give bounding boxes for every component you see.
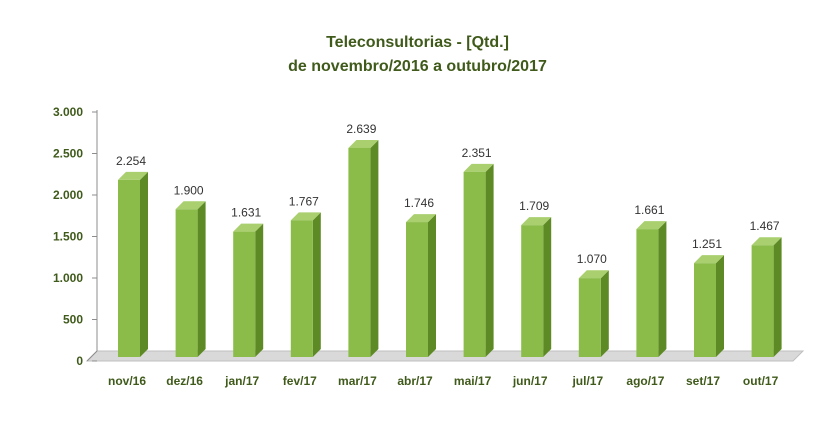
- y-tick-label: 1.500: [53, 230, 83, 244]
- x-tick-label: jul/17: [571, 374, 603, 388]
- data-label: 1.900: [174, 183, 204, 197]
- bar-top: [348, 139, 379, 148]
- x-tick-label: abr/17: [397, 374, 433, 388]
- bar-side: [370, 139, 379, 357]
- bar-side: [312, 212, 321, 357]
- bar: [578, 278, 601, 357]
- bar-top: [290, 212, 321, 221]
- y-tick-label: 0: [76, 354, 83, 368]
- bar: [751, 245, 774, 357]
- data-label: 1.467: [750, 219, 780, 233]
- data-label: 2.639: [346, 122, 376, 136]
- bar-top: [175, 201, 206, 210]
- x-tick-label: jun/17: [512, 374, 548, 388]
- data-label: 1.767: [289, 194, 319, 208]
- data-label: 1.709: [519, 199, 549, 213]
- bar: [348, 147, 371, 357]
- bar-side: [428, 214, 436, 357]
- bar: [521, 225, 544, 357]
- x-tick-label: mai/17: [454, 374, 492, 388]
- labels: 2.254 nov/16 1.900 dez/16 1.631 jan/17 1.767 fe…: [108, 122, 780, 388]
- data-label: 1.631: [231, 206, 261, 220]
- bar-top: [233, 223, 264, 232]
- bar: [463, 171, 486, 357]
- x-tick-label: fev/17: [283, 374, 317, 388]
- y-tick-label: 1.000: [53, 271, 83, 285]
- x-tick-label: set/17: [686, 374, 720, 388]
- y-axis-base-line: [86, 350, 98, 362]
- data-label: 1.070: [577, 252, 607, 266]
- bar-side: [543, 217, 552, 357]
- chart-title-line-1: Teleconsultorias - [Qtd.]: [326, 34, 509, 51]
- y-tick-label: 500: [63, 313, 83, 327]
- bar-side: [658, 221, 667, 357]
- data-label: 2.351: [462, 146, 492, 160]
- y-axis: 0 500 1.000 1.500 2.000 2.500 3.000: [53, 105, 98, 368]
- bar: [233, 231, 256, 357]
- x-tick-label: ago/17: [626, 374, 664, 388]
- bar-side: [773, 237, 782, 357]
- x-tick-label: out/17: [743, 374, 779, 388]
- x-tick-label: dez/16: [166, 374, 203, 388]
- bar-top: [636, 221, 667, 230]
- bar-top: [406, 214, 436, 223]
- chart-title-line-2: de novembro/2016 a outubro/2017: [288, 58, 547, 75]
- bar: [406, 222, 428, 357]
- bar-side: [485, 163, 494, 357]
- bar-top: [694, 255, 724, 264]
- y-tick-label: 2.500: [53, 147, 83, 161]
- x-tick-label: mar/17: [338, 374, 377, 388]
- bar: [175, 209, 198, 357]
- data-label: 1.251: [692, 237, 722, 251]
- bar-top: [578, 270, 609, 279]
- data-label: 2.254: [116, 154, 146, 168]
- bar-top: [521, 217, 552, 226]
- bar: [118, 179, 140, 357]
- bar: [694, 263, 716, 357]
- bar: [290, 220, 313, 357]
- bar-side: [197, 201, 206, 357]
- data-label: 1.661: [634, 203, 664, 217]
- y-tick-label: 3.000: [53, 105, 83, 119]
- bar-top: [463, 163, 494, 172]
- bars: [118, 139, 782, 357]
- bar-side: [255, 223, 264, 357]
- y-tick-label: 2.000: [53, 188, 83, 202]
- bar-side: [140, 171, 148, 357]
- x-tick-label: jan/17: [224, 374, 259, 388]
- bar-side: [600, 270, 609, 357]
- bar-side: [716, 255, 724, 357]
- bar: [636, 229, 659, 357]
- bar-top: [118, 171, 148, 180]
- data-label: 1.746: [404, 196, 434, 210]
- x-tick-label: nov/16: [108, 374, 146, 388]
- bar-top: [751, 237, 782, 246]
